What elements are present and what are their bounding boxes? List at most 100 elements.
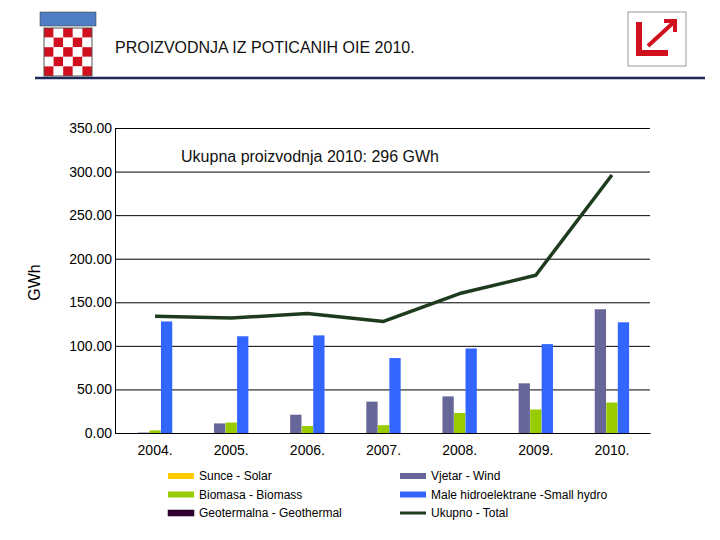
- logo-square: [44, 57, 54, 67]
- y-tick: 250.00: [69, 207, 650, 223]
- x-tick-label: 2007.: [366, 442, 401, 458]
- bar: [519, 383, 530, 433]
- legend-label: Ukupno - Total: [431, 506, 508, 520]
- bar: [149, 430, 160, 433]
- y-axis-title: GWh: [26, 264, 43, 300]
- bar: [237, 336, 248, 433]
- grid-line: [115, 346, 650, 347]
- plot-area: [138, 175, 629, 433]
- y-tick-label: 0.00: [85, 425, 112, 441]
- bar: [629, 433, 640, 434]
- logo-square: [54, 66, 64, 76]
- grid-line: [115, 128, 650, 129]
- bar: [366, 402, 377, 433]
- logo-square: [73, 66, 83, 76]
- y-tick: 100.00: [69, 338, 650, 354]
- logo-square: [44, 47, 54, 57]
- bar: [214, 423, 225, 433]
- bar: [172, 433, 183, 434]
- legend-label: Male hidroelektrane -Small hydro: [431, 488, 607, 502]
- logo-border: [44, 28, 92, 76]
- grid-line: [115, 389, 650, 390]
- grid-line: [115, 172, 650, 173]
- legend-label: Vjetar - Wind: [431, 469, 500, 483]
- y-tick-label: 250.00: [69, 207, 112, 223]
- logo-square: [63, 47, 73, 57]
- bar: [138, 432, 149, 433]
- logo-arrow: [648, 21, 675, 46]
- bar: [606, 403, 617, 434]
- bar: [313, 335, 324, 433]
- logo-shape: [636, 22, 668, 56]
- x-axis-line: [118, 433, 651, 434]
- y-tick-label: 100.00: [69, 338, 112, 354]
- arrow-logo: [628, 12, 686, 66]
- bar: [466, 348, 477, 433]
- legend: Sunce - SolarVjetar - WindBiomasa - Biom…: [168, 469, 607, 520]
- coat-of-arms-logo: [40, 12, 96, 76]
- x-tick: 2007.: [366, 433, 401, 458]
- x-tick: 2005.: [214, 433, 249, 458]
- logo-square: [63, 38, 73, 48]
- logo-square: [54, 38, 64, 48]
- logo-square: [54, 28, 64, 38]
- bar: [618, 322, 629, 433]
- logo-square: [44, 28, 54, 38]
- y-tick-label: 50.00: [77, 381, 112, 397]
- bar: [583, 433, 594, 434]
- title: PROIZVODNJA IZ POTICANIH OIE 2010.: [115, 39, 415, 56]
- logo-square: [73, 57, 83, 67]
- bar: [454, 413, 465, 433]
- y-tick-label: 150.00: [69, 294, 112, 310]
- y-tick: 350.00: [69, 120, 650, 136]
- x-tick-label: 2006.: [290, 442, 325, 458]
- x-tick-label: 2004.: [138, 442, 173, 458]
- x-tick: 2009.: [518, 433, 553, 458]
- logo-square: [63, 66, 73, 76]
- grid-line: [115, 259, 650, 260]
- header-rule: [35, 77, 705, 80]
- bar: [203, 433, 214, 434]
- logo-box: [628, 12, 686, 66]
- grid-line: [115, 215, 650, 216]
- bar: [553, 433, 564, 434]
- logo-square: [54, 47, 64, 57]
- y-tick: 150.00: [69, 294, 650, 310]
- bar: [355, 433, 366, 434]
- x-tick: 2006.: [290, 433, 325, 458]
- x-tick-label: 2005.: [214, 442, 249, 458]
- legend-label: Sunce - Solar: [199, 469, 272, 483]
- bar: [325, 433, 336, 434]
- logo-square: [82, 57, 92, 67]
- bar: [542, 344, 553, 433]
- legend-label: Geotermalna - Geothermal: [199, 506, 342, 520]
- bar: [401, 433, 412, 434]
- bar: [477, 433, 488, 434]
- bar: [507, 433, 518, 434]
- bar: [290, 415, 301, 433]
- bar: [378, 425, 389, 433]
- x-axis: 2004. 2005. 2006. 2007. 2008. 2009. 2010.: [118, 433, 651, 458]
- bar: [389, 358, 400, 433]
- legend-swatch: [400, 473, 426, 479]
- logo-square: [44, 38, 54, 48]
- logo-square: [73, 38, 83, 48]
- y-axis: 0.00 50.00 100.00 150.00 200.00 250.00 300.00 3…: [69, 120, 650, 441]
- logo-square: [82, 66, 92, 76]
- bar: [595, 309, 606, 433]
- legend-swatch: [400, 512, 426, 515]
- logo-square: [63, 57, 73, 67]
- x-tick: 2010.: [594, 433, 629, 458]
- bar: [302, 426, 313, 433]
- bar: [279, 433, 290, 434]
- y-axis-line: [116, 129, 651, 434]
- bar: [126, 433, 137, 434]
- x-tick: 2008.: [442, 433, 477, 458]
- bar-series: [161, 321, 629, 433]
- y-tick: 300.00: [69, 164, 650, 180]
- y-tick-label: 350.00: [69, 120, 112, 136]
- bar: [161, 321, 172, 433]
- y-tick-label: 200.00: [69, 251, 112, 267]
- bar: [249, 433, 260, 434]
- logo-square: [73, 47, 83, 57]
